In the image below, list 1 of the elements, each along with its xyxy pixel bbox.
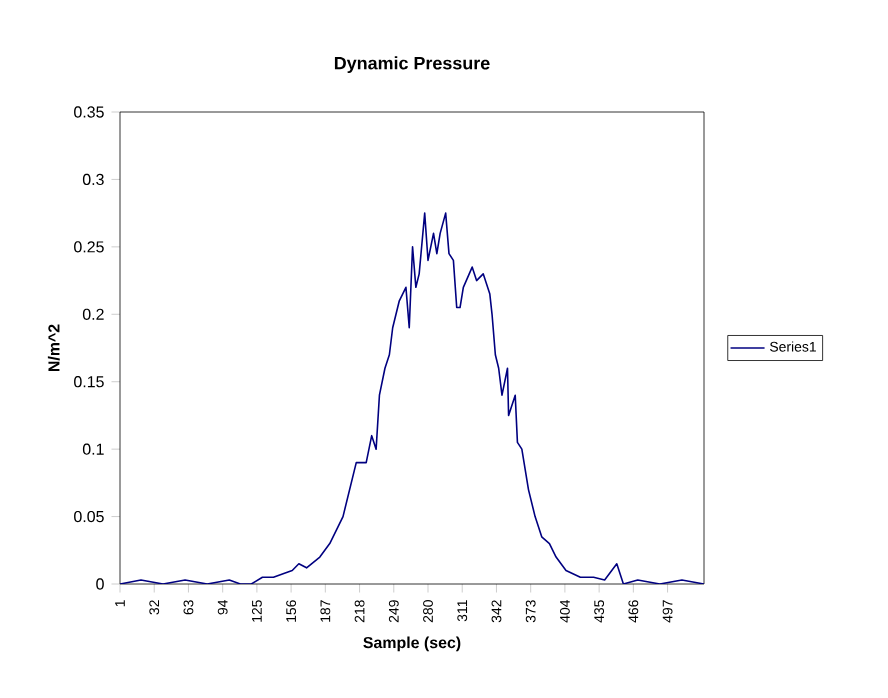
chart-title: Dynamic Pressure — [334, 56, 490, 73]
